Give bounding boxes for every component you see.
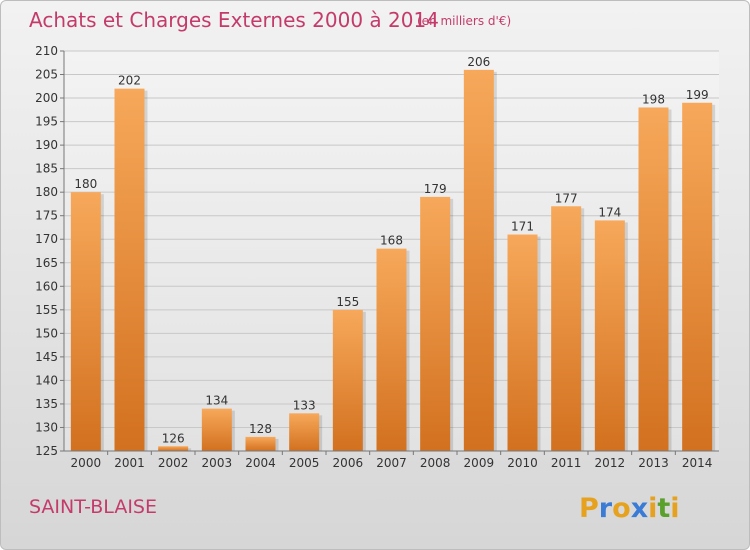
value-label-2008: 179 bbox=[424, 182, 447, 196]
bars bbox=[70, 69, 716, 452]
value-label-2012: 174 bbox=[598, 205, 621, 219]
x-tick-label-2008: 2008 bbox=[420, 456, 451, 470]
x-axis-ticks: 2000 2001 2002 2003 2004 2005 2006 2007 2008 2009… bbox=[71, 451, 713, 470]
bar-2003 bbox=[201, 408, 232, 451]
y-tick-label: 140 bbox=[35, 373, 58, 387]
bar-2010 bbox=[507, 234, 538, 451]
y-tick-label: 180 bbox=[35, 185, 58, 199]
y-tick-label: 135 bbox=[35, 397, 58, 411]
grid-lines bbox=[64, 50, 719, 428]
y-tick-label: 200 bbox=[35, 91, 58, 105]
y-tick-label: 185 bbox=[35, 162, 58, 176]
x-tick-label-2006: 2006 bbox=[333, 456, 364, 470]
y-tick-label: 195 bbox=[35, 115, 58, 129]
value-label-2002: 126 bbox=[162, 431, 185, 445]
bar-2012 bbox=[594, 220, 625, 451]
x-tick-label-2011: 2011 bbox=[551, 456, 582, 470]
x-tick-label-2005: 2005 bbox=[289, 456, 320, 470]
bar-2006 bbox=[332, 309, 363, 451]
x-tick-label-2003: 2003 bbox=[202, 456, 233, 470]
y-tick-label: 150 bbox=[35, 326, 58, 340]
value-label-2011: 177 bbox=[555, 191, 578, 205]
bar-2009 bbox=[463, 69, 494, 451]
value-label-2006: 155 bbox=[336, 295, 359, 309]
logo-letter: r bbox=[599, 493, 613, 524]
value-label-2009: 206 bbox=[467, 55, 490, 69]
x-tick-label-2002: 2002 bbox=[158, 456, 189, 470]
x-tick-label-2013: 2013 bbox=[638, 456, 669, 470]
value-label-2014: 199 bbox=[686, 88, 709, 102]
bar-2001 bbox=[114, 88, 145, 451]
y-tick-label: 190 bbox=[35, 138, 58, 152]
x-tick-label-2004: 2004 bbox=[245, 456, 276, 470]
value-label-2001: 202 bbox=[118, 74, 141, 88]
value-label-2010: 171 bbox=[511, 220, 534, 234]
proxiti-logo: Proxiti bbox=[579, 493, 680, 524]
x-tick-label-2000: 2000 bbox=[71, 456, 102, 470]
bar-2005 bbox=[289, 413, 320, 451]
bar-2014 bbox=[682, 102, 713, 451]
x-tick-label-2001: 2001 bbox=[114, 456, 145, 470]
x-tick-label-2012: 2012 bbox=[595, 456, 626, 470]
value-label-2003: 134 bbox=[205, 394, 228, 408]
chart-title: Achats et Charges Externes 2000 à 2014 bbox=[29, 8, 439, 32]
y-tick-label: 155 bbox=[35, 303, 58, 317]
bar-2013 bbox=[638, 107, 669, 452]
y-tick-label: 205 bbox=[35, 68, 58, 82]
logo-letter: x bbox=[631, 493, 648, 524]
y-tick-label: 165 bbox=[35, 256, 58, 270]
bar-2007 bbox=[376, 248, 407, 451]
y-tick-label: 160 bbox=[35, 279, 58, 293]
y-tick-label: 130 bbox=[35, 420, 58, 434]
bar-2004 bbox=[245, 436, 276, 451]
y-tick-label: 125 bbox=[35, 444, 58, 458]
chart-subtitle: (en milliers d'€) bbox=[417, 14, 511, 28]
logo-letter: o bbox=[612, 493, 631, 524]
value-label-2013: 198 bbox=[642, 92, 665, 106]
y-tick-label: 175 bbox=[35, 209, 58, 223]
logo-letter: P bbox=[579, 493, 599, 524]
logo-letter: t bbox=[657, 493, 670, 524]
value-label-2005: 133 bbox=[293, 398, 316, 412]
y-tick-label: 210 bbox=[35, 44, 58, 58]
bar-2011 bbox=[551, 206, 582, 451]
x-tick-label-2014: 2014 bbox=[682, 456, 713, 470]
y-axis-ticks: 125 130 135 140 145 150 155 160 165 170 175 180 185 1… bbox=[35, 44, 64, 458]
value-label-2007: 168 bbox=[380, 234, 403, 248]
value-label-2004: 128 bbox=[249, 422, 272, 436]
place-label: SAINT-BLAISE bbox=[29, 496, 157, 518]
x-tick-label-2010: 2010 bbox=[507, 456, 538, 470]
value-labels: 180 202 126 134 128 133 155 168 179 206 171 177 174 1… bbox=[74, 55, 708, 445]
y-tick-label: 170 bbox=[35, 232, 58, 246]
y-tick-label: 145 bbox=[35, 350, 58, 364]
bar-2000 bbox=[70, 192, 101, 452]
x-tick-label-2009: 2009 bbox=[464, 456, 495, 470]
bar-2002 bbox=[158, 446, 189, 451]
value-label-2000: 180 bbox=[74, 177, 97, 191]
logo-letter: i bbox=[648, 493, 657, 524]
bar-2008 bbox=[420, 196, 451, 451]
x-tick-label-2007: 2007 bbox=[376, 456, 407, 470]
logo-letter: i bbox=[670, 493, 679, 524]
